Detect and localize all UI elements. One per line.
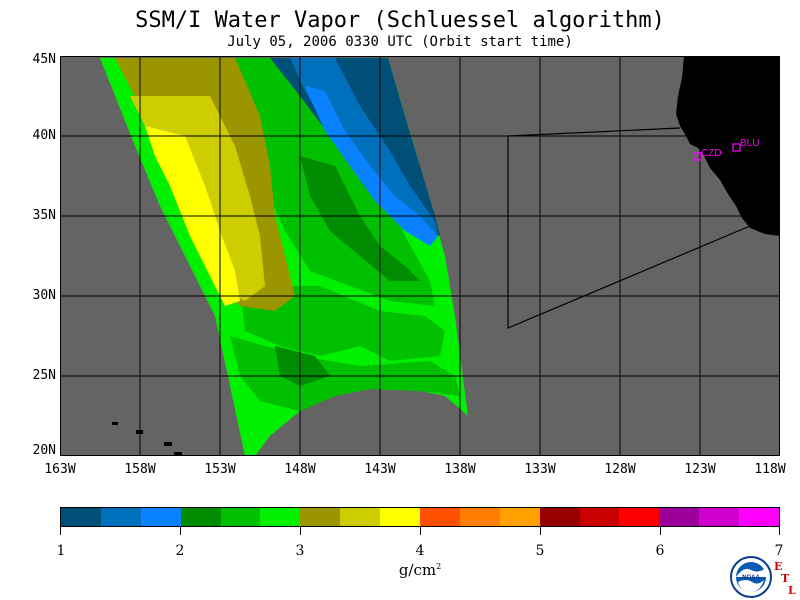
station-label-czd: CZD [701,148,722,159]
colorbar-label-5: 5 [535,543,545,559]
lat-lon-grid [60,56,780,456]
lon-label-138w: 138W [444,462,476,477]
map-border [60,56,780,456]
colorbar-tick [60,527,61,535]
colorbar-swatch [459,508,500,526]
etl-letter-t: T [781,572,790,585]
colorbar-tick [180,527,181,535]
colorbar-tick [300,527,301,535]
lat-label-35n: 35N [32,208,56,223]
colorbar-swatch [619,508,660,526]
lon-label-118w: 118W [754,462,786,477]
water-vapor-map: CZD BLU [60,56,780,456]
colorbar-tick [420,527,421,535]
colorbar-swatch [260,508,301,526]
lon-label-123w: 123W [684,462,716,477]
map-title: SSM/I Water Vapor (Schluessel algorithm) [135,8,665,33]
colorbar-swatch [699,508,740,526]
lat-label-25n: 25N [32,368,56,383]
station-label-blu: BLU [740,138,759,149]
etl-logo: E T L [774,560,800,600]
lon-label-133w: 133W [524,462,556,477]
lon-label-158w: 158W [124,462,156,477]
north-america-land [676,56,780,236]
lat-label-30n: 30N [32,288,56,303]
colorbar-swatch [61,508,101,526]
lat-label-45n: 45N [32,52,56,67]
colorbar-swatch [659,508,700,526]
colorbar-label-2: 2 [175,543,185,559]
units-exponent: 2 [436,562,442,571]
map-subtitle: July 05, 2006 0330 UTC (Orbit start time… [227,34,573,50]
etl-letter-e: E [774,560,783,573]
color-scale-bar [60,507,780,527]
etl-letter-l: L [788,584,796,597]
colorbar-swatch [420,508,460,526]
lat-label-20n: 20N [32,443,56,458]
lon-label-128w: 128W [604,462,636,477]
colorbar-swatch [539,508,580,526]
lon-label-148w: 148W [284,462,316,477]
units-base: g/cm [398,561,437,579]
colorbar-units: g/cm2 [380,561,460,579]
colorbar-swatch [180,508,221,526]
station-blu: BLU [732,138,759,152]
lon-label-153w: 153W [204,462,236,477]
colorbar-swatch [140,508,181,526]
colorbar-label-1: 1 [56,543,66,559]
colorbar-label-6: 6 [655,543,665,559]
station-czd: CZD [693,148,722,161]
noaa-logo-text: NOAA [742,575,760,581]
colorbar-label-7: 7 [774,543,784,559]
colorbar-swatch [579,508,620,526]
colorbar-swatch [739,508,780,526]
colorbar-swatch [100,508,141,526]
colorbar-label-4: 4 [415,543,425,559]
lon-label-163w: 163W [44,462,76,477]
colorbar-swatch [300,508,341,526]
colorbar-swatch [340,508,381,526]
study-region-outline [507,127,751,329]
lat-label-40n: 40N [32,128,56,143]
colorbar-swatch [220,508,261,526]
colorbar-swatch [499,508,540,526]
colorbar-label-3: 3 [295,543,305,559]
colorbar-tick [779,527,780,535]
lon-label-143w: 143W [364,462,396,477]
noaa-logo: NOAA [730,556,772,598]
colorbar-tick [540,527,541,535]
colorbar-tick [660,527,661,535]
colorbar-swatch [380,508,421,526]
